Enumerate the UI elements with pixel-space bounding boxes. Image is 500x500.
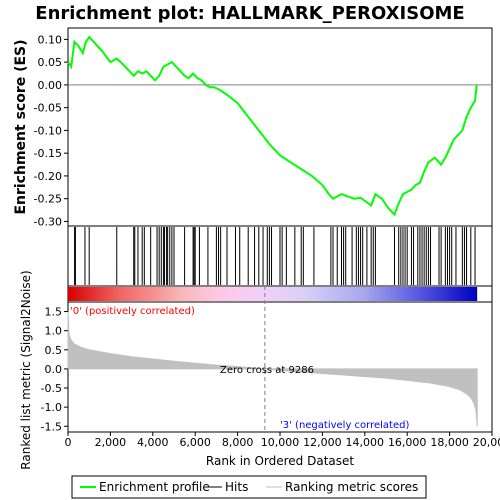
x-tick-label: 2,000 <box>95 436 127 449</box>
metric-y-tick-label: 0.0 <box>45 363 63 376</box>
x-tick-label: 8,000 <box>222 436 254 449</box>
es-y-axis: 0.10 0.05 0.00 -0.05 -0.10 -0.15 -0.20 -0.25 -0.… <box>34 33 68 228</box>
x-tick-label: 20,000 <box>473 436 500 449</box>
positive-label: '0' (positively correlated) <box>70 306 195 317</box>
x-tick-label: 10,000 <box>261 436 300 449</box>
chart-title: Enrichment plot: HALLMARK_PEROXISOME <box>35 3 464 24</box>
x-tick-label: 4,000 <box>137 436 169 449</box>
negative-label: '3' (negatively correlated) <box>280 420 409 431</box>
rank-colorbar <box>68 287 478 301</box>
metric-y-tick-label: -1.0 <box>41 401 62 414</box>
metric-y-tick-label: -0.5 <box>41 382 62 395</box>
es-y-tick-label: -0.20 <box>34 170 62 183</box>
x-tick-label: 6,000 <box>179 436 211 449</box>
legend-hits-label: Hits <box>225 480 248 494</box>
legend-metric-label: Ranking metric scores <box>285 480 418 494</box>
x-tick-label: 16,000 <box>388 436 427 449</box>
x-tick-label: 0 <box>65 436 72 449</box>
x-axis-label: Rank in Ordered Dataset <box>206 454 354 468</box>
metric-y-tick-label: 0.5 <box>45 344 63 357</box>
es-y-tick-label: -0.05 <box>34 102 62 115</box>
es-y-label: Enrichment score (ES) <box>13 39 29 214</box>
hit-markers <box>74 227 476 285</box>
es-y-tick-label: -0.30 <box>34 215 62 228</box>
legend-enrichment-label: Enrichment profile <box>99 480 210 494</box>
es-y-tick-label: -0.25 <box>34 193 62 206</box>
metric-y-tick-label: -1.5 <box>41 420 62 433</box>
x-axis: 0 2,000 4,000 6,000 8,000 10,000 12,000 14,000 1… <box>65 432 500 449</box>
es-y-tick-label: 0.00 <box>38 79 63 92</box>
es-y-tick-label: -0.10 <box>34 124 62 137</box>
x-tick-label: 12,000 <box>303 436 342 449</box>
metric-y-label: Ranked list metric (Signal2Noise) <box>19 270 33 469</box>
es-y-tick-label: 0.10 <box>38 33 63 46</box>
enrichment-profile-line <box>67 35 478 217</box>
es-panel <box>67 27 493 227</box>
ranking-metric-area <box>67 311 478 427</box>
metric-y-axis: 1.5 1.0 0.5 0.0 -0.5 -1.0 -1.5 <box>41 306 68 433</box>
zero-cross-label: Zero cross at 9286 <box>220 365 314 376</box>
metric-y-tick-label: 1.0 <box>45 325 63 338</box>
es-y-tick-label: 0.05 <box>38 56 63 69</box>
x-tick-label: 14,000 <box>346 436 385 449</box>
es-y-tick-label: -0.15 <box>34 147 62 160</box>
legend <box>71 475 427 499</box>
x-tick-label: 18,000 <box>430 436 469 449</box>
metric-y-tick-label: 1.5 <box>45 306 63 319</box>
